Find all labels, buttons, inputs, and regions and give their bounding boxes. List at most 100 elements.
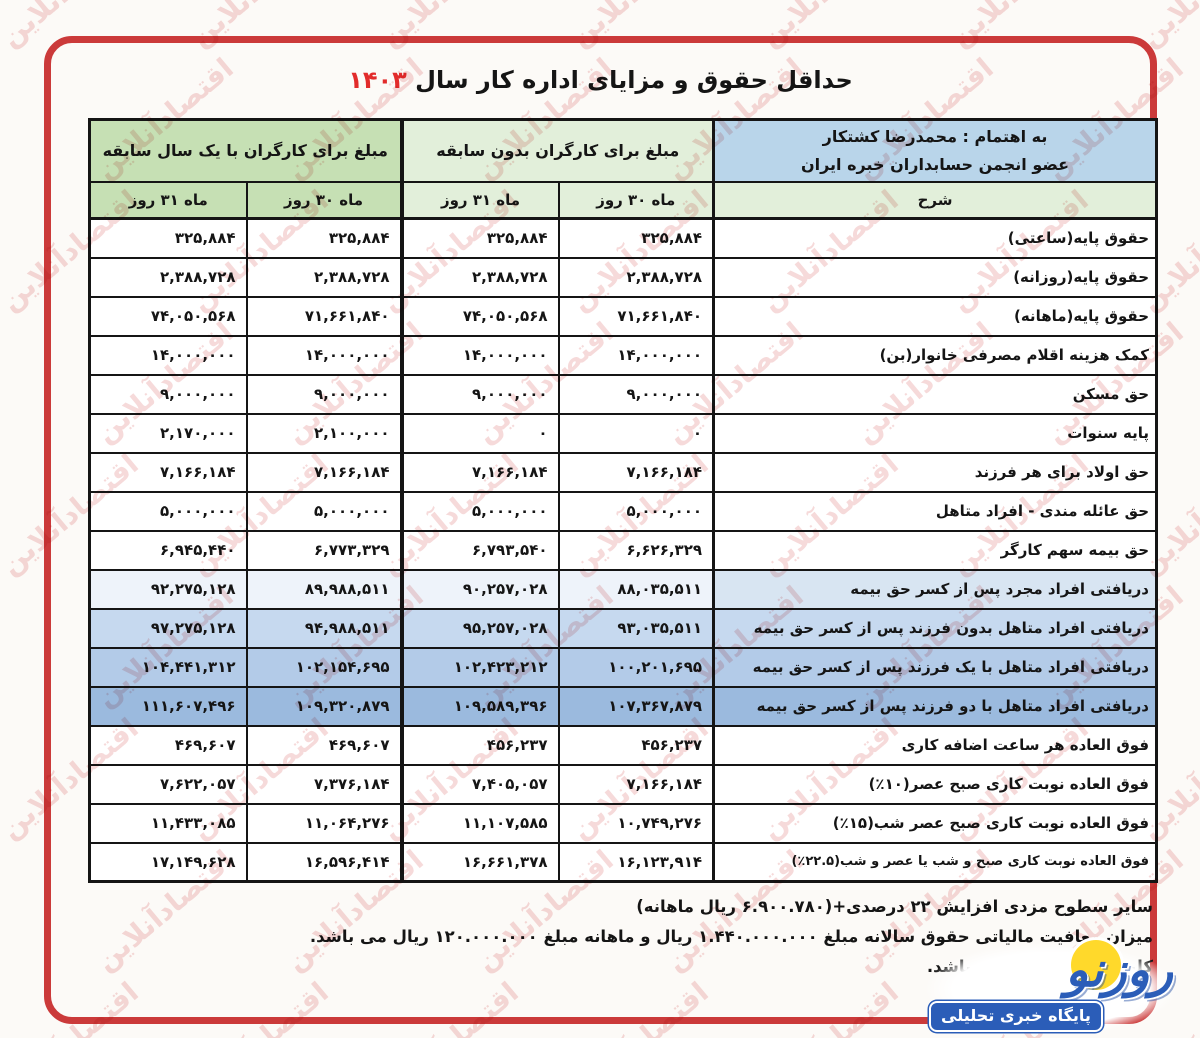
row-label: حق بیمه سهم کارگر	[712, 529, 1158, 571]
value-cell: ۰	[557, 412, 715, 454]
subheader-noexp-30: ماه ۳۰ روز	[557, 180, 715, 220]
group-header-one-year: مبلغ برای کارگران با یک سال سابقه	[88, 118, 403, 183]
attribution-line2: عضو انجمن حسابداران خبره ایران	[800, 154, 1070, 174]
row-label: پایه سنوات	[712, 412, 1158, 454]
value-cell: ۹۰,۲۵۷,۰۲۸	[399, 568, 560, 610]
value-cell: ۷۴,۰۵۰,۵۶۸	[88, 295, 248, 337]
row-label: فوق العاده نوبت کاری صبح و شب یا عصر و ش…	[712, 841, 1158, 883]
value-cell: ۹,۰۰۰,۰۰۰	[245, 373, 403, 415]
logo-name: روزنو	[1065, 942, 1175, 998]
value-cell: ۷,۱۶۶,۱۸۴	[245, 451, 403, 493]
value-cell: ۶,۷۷۳,۳۲۹	[245, 529, 403, 571]
row-label: فوق العاده هر ساعت اضافه کاری	[712, 724, 1158, 766]
footnote-tax-exemption: میزان معافیت مالیاتی حقوق سالانه مبلغ ۱.…	[309, 927, 1153, 946]
value-cell: ۴۶۹,۶۰۷	[88, 724, 248, 766]
value-cell: ۷,۱۶۶,۱۸۴	[557, 451, 715, 493]
value-cell: ۱۰۹,۳۲۰,۸۷۹	[245, 685, 403, 727]
subheader-noexp-31: ماه ۳۱ روز	[399, 180, 560, 220]
row-label: حق اولاد برای هر فرزند	[712, 451, 1158, 493]
value-cell: ۱۱۱,۶۰۷,۴۹۶	[88, 685, 248, 727]
value-cell: ۴۶۹,۶۰۷	[245, 724, 403, 766]
table-row: فوق العاده نوبت کاری صبح عصر(۱۰٪) ۷,۱۶۶,۱…	[88, 763, 1158, 805]
value-cell: ۳۲۵,۸۸۴	[88, 217, 248, 259]
value-cell: ۱۱,۱۰۷,۵۸۵	[399, 802, 560, 844]
row-label: دریافتی افراد متاهل با دو فرزند پس از کس…	[712, 685, 1158, 727]
table-body: حقوق پایه(ساعتی) ۳۲۵,۸۸۴ ۳۲۵,۸۸۴ ۳۲۵,۸۸۴ ۳۲۵…	[88, 217, 1158, 883]
value-cell: ۷,۳۷۶,۱۸۴	[245, 763, 403, 805]
value-cell: ۳۲۵,۸۸۴	[399, 217, 560, 259]
value-cell: ۷,۴۰۵,۰۵۷	[399, 763, 560, 805]
row-label: حقوق پایه(ساعتی)	[712, 217, 1158, 259]
row-label: دریافتی افراد مجرد پس از کسر حق بیمه	[712, 568, 1158, 610]
value-cell: ۵,۰۰۰,۰۰۰	[88, 490, 248, 532]
value-cell: ۹۷,۲۷۵,۱۲۸	[88, 607, 248, 649]
row-label: دریافتی افراد متاهل بدون فرزند پس از کسر…	[712, 607, 1158, 649]
row-label: کمک هزینه اقلام مصرفی خانوار(بن)	[712, 334, 1158, 376]
table-row: حق بیمه سهم کارگر ۶,۶۲۶,۳۲۹ ۶,۷۹۳,۵۴۰ ۶,۷۷۳…	[88, 529, 1158, 571]
value-cell: ۷,۱۶۶,۱۸۴	[88, 451, 248, 493]
value-cell: ۱۰,۷۴۹,۲۷۶	[557, 802, 715, 844]
value-cell: ۵,۰۰۰,۰۰۰	[399, 490, 560, 532]
table-row: کمک هزینه اقلام مصرفی خانوار(بن) ۱۴,۰۰۰,۰…	[88, 334, 1158, 376]
table-row: دریافتی افراد متاهل با دو فرزند پس از کس…	[88, 685, 1158, 727]
value-cell: ۹,۰۰۰,۰۰۰	[399, 373, 560, 415]
table-row: دریافتی افراد متاهل بدون فرزند پس از کسر…	[88, 607, 1158, 649]
value-cell: ۹۴,۹۸۸,۵۱۱	[245, 607, 403, 649]
value-cell: ۹,۰۰۰,۰۰۰	[557, 373, 715, 415]
value-cell: ۷۱,۶۶۱,۸۴۰	[557, 295, 715, 337]
value-cell: ۷,۶۲۲,۰۵۷	[88, 763, 248, 805]
value-cell: ۹۵,۲۵۷,۰۲۸	[399, 607, 560, 649]
value-cell: ۷,۱۶۶,۱۸۴	[399, 451, 560, 493]
row-label: فوق العاده نوبت کاری صبح عصر شب(۱۵٪)	[712, 802, 1158, 844]
value-cell: ۲,۱۰۰,۰۰۰	[245, 412, 403, 454]
value-cell: ۷۱,۶۶۱,۸۴۰	[245, 295, 403, 337]
table-row: فوق العاده نوبت کاری صبح و شب یا عصر و ش…	[88, 841, 1158, 883]
page-title: حداقل حقوق و مزایای اداره کار سال ۱۴۰۳	[44, 66, 1157, 94]
value-cell: ۱۱,۰۶۴,۲۷۶	[245, 802, 403, 844]
value-cell: ۵,۰۰۰,۰۰۰	[557, 490, 715, 532]
table-row: پایه سنوات ۰ ۰ ۲,۱۰۰,۰۰۰ ۲,۱۷۰,۰۰۰	[88, 412, 1158, 454]
value-cell: ۱۴,۰۰۰,۰۰۰	[399, 334, 560, 376]
table-row: فوق العاده هر ساعت اضافه کاری ۴۵۶,۲۳۷ ۴۵۶,…	[88, 724, 1158, 766]
row-label: فوق العاده نوبت کاری صبح عصر(۱۰٪)	[712, 763, 1158, 805]
value-cell: ۱۴,۰۰۰,۰۰۰	[245, 334, 403, 376]
group-header-row: به اهتمام : محمدرضا کشتکار عضو انجمن حسا…	[88, 118, 1158, 183]
table-row: فوق العاده نوبت کاری صبح عصر شب(۱۵٪) ۱۰,۷…	[88, 802, 1158, 844]
value-cell: ۱۰۹,۵۸۹,۳۹۶	[399, 685, 560, 727]
value-cell: ۰	[399, 412, 560, 454]
table-row: حقوق پایه(روزانه) ۲,۳۸۸,۷۲۸ ۲,۳۸۸,۷۲۸ ۲,۳۸۸…	[88, 256, 1158, 298]
salary-table-wrap: به اهتمام : محمدرضا کشتکار عضو انجمن حسا…	[88, 118, 1159, 883]
value-cell: ۱۰۲,۴۲۳,۲۱۲	[399, 646, 560, 688]
value-cell: ۸۹,۹۸۸,۵۱۱	[245, 568, 403, 610]
value-cell: ۵,۰۰۰,۰۰۰	[245, 490, 403, 532]
value-cell: ۲,۳۸۸,۷۲۸	[399, 256, 560, 298]
desc-header-cell: شرح	[712, 180, 1158, 220]
table-row: حقوق پایه(ماهانه) ۷۱,۶۶۱,۸۴۰ ۷۴,۰۵۰,۵۶۸ ۷۱,…	[88, 295, 1158, 337]
value-cell: ۶,۷۹۳,۵۴۰	[399, 529, 560, 571]
value-cell: ۲,۳۸۸,۷۲۸	[557, 256, 715, 298]
attribution-cell: به اهتمام : محمدرضا کشتکار عضو انجمن حسا…	[712, 118, 1158, 183]
value-cell: ۶,۶۲۶,۳۲۹	[557, 529, 715, 571]
table-row: حقوق پایه(ساعتی) ۳۲۵,۸۸۴ ۳۲۵,۸۸۴ ۳۲۵,۸۸۴ ۳۲۵…	[88, 217, 1158, 259]
table-row: حق عائله مندی - افراد متاهل ۵,۰۰۰,۰۰۰ ۵,۰۰…	[88, 490, 1158, 532]
value-cell: ۸۸,۰۳۵,۵۱۱	[557, 568, 715, 610]
row-label: حق مسکن	[712, 373, 1158, 415]
site-logo: روزنو پایگاه خبری تحلیلی	[925, 940, 1177, 1036]
title-year: ۱۴۰۳	[348, 66, 407, 94]
value-cell: ۷,۱۶۶,۱۸۴	[557, 763, 715, 805]
value-cell: ۱۶,۵۹۶,۴۱۴	[245, 841, 403, 883]
logo-circle-icon	[1071, 940, 1121, 990]
value-cell: ۱۰۰,۲۰۱,۶۹۵	[557, 646, 715, 688]
footnote-wage-levels: سایر سطوح مزدی افزایش ۲۲ درصدی+(۶.۹۰۰.۷۸…	[636, 897, 1153, 916]
row-label: حق عائله مندی - افراد متاهل	[712, 490, 1158, 532]
row-label: دریافتی افراد متاهل با یک فرزند پس از کس…	[712, 646, 1158, 688]
row-label: حقوق پایه(روزانه)	[712, 256, 1158, 298]
value-cell: ۹۳,۰۳۵,۵۱۱	[557, 607, 715, 649]
value-cell: ۳۲۵,۸۸۴	[245, 217, 403, 259]
table-row: دریافتی افراد متاهل با یک فرزند پس از کس…	[88, 646, 1158, 688]
value-cell: ۱۰۷,۳۶۷,۸۷۹	[557, 685, 715, 727]
subheader-oneyear-30: ماه ۳۰ روز	[245, 180, 403, 220]
value-cell: ۹,۰۰۰,۰۰۰	[88, 373, 248, 415]
subheader-row: شرح ماه ۳۰ روز ماه ۳۱ روز ماه ۳۰ روز ماه…	[88, 180, 1158, 220]
value-cell: ۳۲۵,۸۸۴	[557, 217, 715, 259]
